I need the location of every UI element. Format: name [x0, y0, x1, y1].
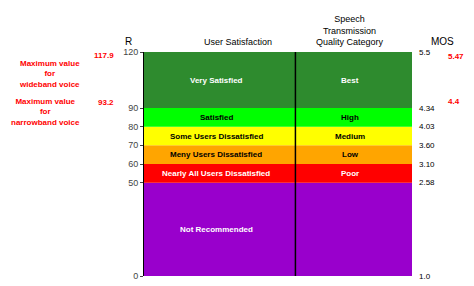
svg-text:90: 90 [128, 103, 138, 113]
svg-text:Poor: Poor [341, 169, 359, 178]
svg-text:2.58: 2.58 [419, 178, 435, 187]
svg-text:4.34: 4.34 [419, 104, 435, 113]
svg-text:Medium: Medium [335, 132, 365, 141]
svg-text:Some Users Dissatisfied: Some Users Dissatisfied [170, 132, 263, 141]
svg-text:SpeechTransmissionQuality Cate: SpeechTransmissionQuality Category [316, 14, 384, 47]
svg-text:3.10: 3.10 [419, 160, 435, 169]
svg-text:120: 120 [123, 47, 138, 57]
svg-text:High: High [341, 113, 359, 122]
svg-text:Low: Low [342, 150, 359, 159]
svg-text:4.03: 4.03 [419, 122, 435, 131]
svg-text:60: 60 [128, 159, 138, 169]
svg-text:Best: Best [341, 76, 359, 85]
svg-text:0: 0 [133, 271, 138, 281]
svg-text:50: 50 [128, 178, 138, 188]
svg-text:5.47: 5.47 [448, 52, 464, 61]
svg-text:Maximum valuefornarrowband voi: Maximum valuefornarrowband voice [11, 97, 80, 127]
svg-text:Maximum valueforwideband voice: Maximum valueforwideband voice [19, 59, 80, 89]
svg-text:5.5: 5.5 [419, 48, 431, 57]
svg-text:Meny Users Dissatisfied: Meny Users Dissatisfied [170, 150, 262, 159]
svg-text:Nearly All Users Dissatisfied: Nearly All Users Dissatisfied [162, 169, 270, 178]
svg-text:117.9: 117.9 [94, 51, 114, 60]
svg-text:User Satisfaction: User Satisfaction [204, 37, 272, 47]
svg-text:Not Recommended: Not Recommended [180, 225, 253, 234]
svg-text:3.60: 3.60 [419, 141, 435, 150]
svg-text:93.2: 93.2 [98, 98, 114, 107]
svg-text:MOS: MOS [431, 36, 454, 47]
svg-text:1.0: 1.0 [419, 272, 431, 281]
svg-text:80: 80 [128, 122, 138, 132]
svg-text:Very Satisfied: Very Satisfied [190, 76, 243, 85]
svg-text:4.4: 4.4 [448, 97, 460, 106]
svg-text:70: 70 [128, 140, 138, 150]
svg-text:Satisfied: Satisfied [200, 113, 233, 122]
svg-text:R: R [125, 36, 132, 47]
